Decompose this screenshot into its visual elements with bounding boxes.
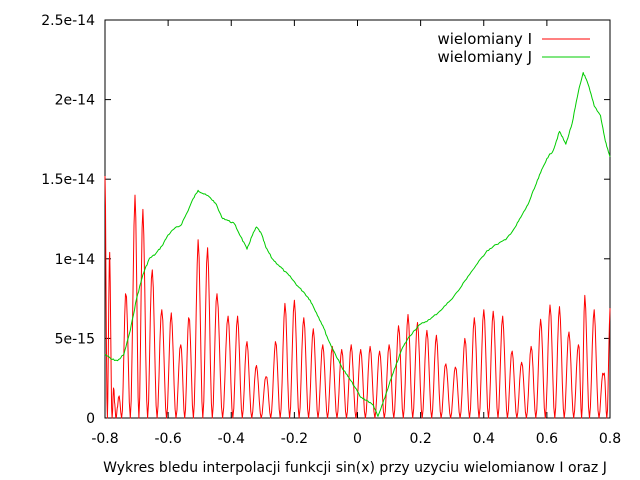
legend-label-wielomiany-j: wielomiany J [437,48,532,66]
y-tick-label: 2e-14 [55,93,95,109]
series-line-wielomiany-j [104,72,611,417]
x-tick-label: -0.8 [91,431,118,447]
legend: wielomiany I wielomiany J [437,30,590,66]
y-tick-label: 5e-15 [55,331,95,347]
x-tick-label: -0.2 [281,431,308,447]
series-layer [104,72,611,419]
axis-ticks: -0.8 -0.6 -0.4 -0.2 0 0.2 0.4 0.6 0.8 0 5e-15 1e-14… [41,13,621,447]
x-tick-label: -0.6 [154,431,181,447]
x-tick-label: 0.8 [599,431,621,447]
y-tick-label: 1.5e-14 [41,172,95,188]
x-tick-label: 0.6 [536,431,558,447]
y-tick-label: 1e-14 [55,252,95,268]
x-tick-label: 0.4 [473,431,495,447]
x-axis-label: Wykres bledu interpolacji funkcji sin(x)… [103,460,607,476]
x-tick-label: -0.4 [218,431,245,447]
x-tick-label: 0.2 [409,431,431,447]
y-tick-label: 2.5e-14 [41,13,95,29]
legend-label-wielomiany-i: wielomiany I [437,30,532,48]
x-tick-label: 0 [353,431,362,447]
series-line-wielomiany-i [104,175,611,419]
plot-frame [104,19,611,419]
y-tick-label: 0 [86,411,95,427]
